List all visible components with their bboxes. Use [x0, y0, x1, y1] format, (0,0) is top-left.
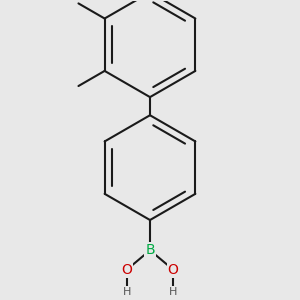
Text: O: O [122, 263, 132, 277]
Text: H: H [169, 287, 177, 297]
Text: H: H [123, 287, 131, 297]
Text: O: O [168, 263, 178, 277]
Text: B: B [145, 243, 155, 257]
